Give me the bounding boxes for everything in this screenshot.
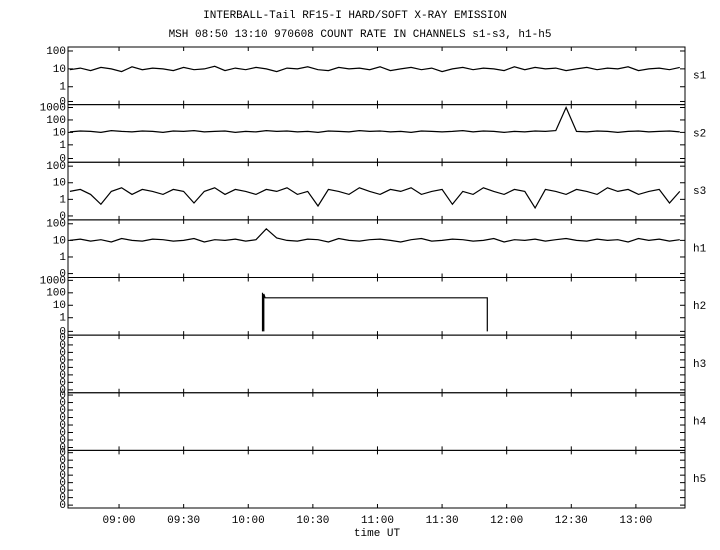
y-tick-label: 0: [59, 493, 66, 505]
y-tick-label: 10: [53, 64, 66, 76]
x-tick-label: 11:00: [361, 515, 394, 527]
x-tick-label: 13:00: [619, 515, 652, 527]
y-tick-label: 0: [59, 390, 66, 402]
y-tick-label: 0: [59, 463, 66, 475]
panel-frame: [67, 46, 686, 106]
y-tick-label: 0: [59, 332, 66, 344]
y-tick-label: 0: [59, 385, 66, 397]
data-line: [69, 65, 680, 73]
panel-label: s2: [693, 128, 706, 140]
x-tick-label: 09:00: [103, 515, 136, 527]
panel-label: s1: [693, 71, 707, 83]
x-tick-label: 12:00: [490, 515, 523, 527]
panel-label: h1: [693, 244, 707, 256]
data-line: [69, 187, 681, 210]
y-tick-label: 100: [46, 46, 66, 58]
y-tick-label: 10: [53, 178, 66, 190]
y-tick-label: 1000: [40, 275, 66, 287]
y-tick-label: 0: [59, 442, 66, 454]
y-tick-label: 0: [59, 478, 66, 490]
y-tick-label: 10: [53, 235, 66, 247]
data-line: [261, 292, 488, 332]
y-tick-label: 0: [59, 377, 66, 389]
y-tick-label: 0: [59, 470, 66, 482]
x-tick-label: 10:00: [232, 515, 265, 527]
y-tick-label: 0: [59, 211, 66, 223]
panel-label: h4: [693, 416, 707, 428]
x-tick-label: 10:30: [296, 515, 329, 527]
y-tick-label: 1: [59, 313, 66, 325]
panel-frame: [67, 219, 686, 278]
y-tick-label: 100: [46, 288, 66, 300]
chart-title: INTERBALL-Tail RF15-I HARD/SOFT X-RAY EM…: [203, 10, 507, 22]
y-tick-label: 100: [46, 219, 66, 231]
x-tick-label: 11:30: [426, 515, 459, 527]
panel-label: h5: [693, 474, 706, 486]
y-tick-label: 0: [59, 153, 66, 165]
y-tick-label: 1: [59, 252, 66, 264]
y-tick-label: 0: [59, 326, 66, 338]
y-tick-label: 0: [59, 427, 66, 439]
chart-subtitle: MSH 08:50 13:10 970608 COUNT RATE IN CHA…: [169, 29, 552, 41]
panel-label: s3: [693, 186, 706, 198]
panel-frame: [67, 277, 686, 336]
y-tick-label: 1: [59, 194, 66, 206]
panel-label: h2: [693, 301, 706, 313]
y-tick-label: 0: [59, 347, 66, 359]
panel-frame: [67, 449, 686, 509]
y-tick-label: 1: [59, 82, 66, 94]
y-tick-label: 0: [59, 412, 66, 424]
y-tick-label: 1000: [40, 102, 66, 114]
y-tick-label: 0: [59, 455, 66, 467]
panel-frame: [67, 104, 686, 163]
y-tick-label: 100: [46, 161, 66, 173]
y-tick-label: 100: [46, 115, 66, 127]
x-tick-label: 09:30: [167, 515, 200, 527]
y-tick-label: 10: [53, 127, 66, 139]
y-tick-label: 0: [59, 435, 66, 447]
y-tick-label: 0: [59, 355, 66, 367]
x-axis-label: time UT: [354, 528, 401, 540]
y-tick-label: 0: [59, 340, 66, 352]
panel-label: h3: [693, 359, 706, 371]
y-tick-label: 0: [59, 448, 66, 460]
panel-frame: [67, 161, 686, 221]
data-line: [69, 106, 680, 134]
y-tick-label: 0: [59, 397, 66, 409]
x-tick-label: 12:30: [555, 515, 588, 527]
panel-frame: [67, 334, 686, 394]
y-tick-label: 0: [59, 485, 66, 497]
y-tick-label: 0: [59, 500, 66, 512]
data-line: [69, 227, 680, 243]
y-tick-label: 0: [59, 362, 66, 374]
panel-frame: [67, 392, 686, 451]
y-tick-label: 0: [59, 405, 66, 417]
y-tick-label: 0: [59, 370, 66, 382]
y-tick-label: 1: [59, 140, 66, 152]
y-tick-label: 0: [59, 268, 66, 280]
y-tick-label: 0: [59, 96, 66, 108]
y-tick-label: 0: [59, 420, 66, 432]
y-tick-label: 10: [53, 300, 66, 312]
